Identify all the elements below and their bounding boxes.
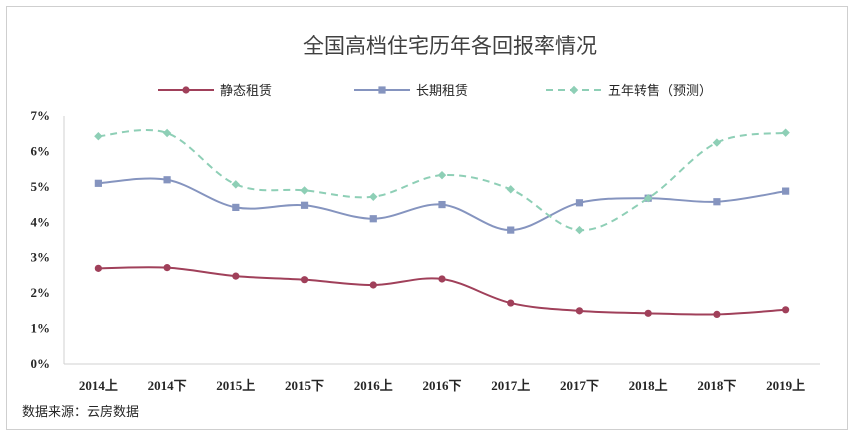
data-point <box>231 180 241 189</box>
data-point <box>369 192 378 201</box>
x-tick-label: 2016上 <box>354 378 393 393</box>
data-point <box>507 226 515 234</box>
data-point <box>163 176 171 184</box>
x-tick-label: 2017下 <box>560 378 599 393</box>
legend-label: 长期租赁 <box>416 84 468 99</box>
data-point <box>162 128 172 138</box>
data-point <box>369 215 377 223</box>
legend-marker <box>182 86 190 94</box>
x-tick-label: 2015上 <box>216 378 255 393</box>
source-note: 数据来源：云房数据 <box>22 404 139 420</box>
x-tick-label: 2015下 <box>285 378 324 393</box>
data-point <box>643 193 653 203</box>
data-point <box>507 299 515 307</box>
x-tick-label: 2018上 <box>629 378 668 393</box>
y-tick-label: 6% <box>31 143 51 158</box>
data-point <box>232 203 240 212</box>
data-point <box>300 186 309 195</box>
data-point <box>232 272 240 280</box>
data-point <box>369 281 377 289</box>
data-point <box>575 225 584 235</box>
chart-legend: 静态租赁 长期租赁 五年转售（预测） <box>158 83 712 99</box>
data-point <box>782 187 790 195</box>
data-point <box>644 309 652 317</box>
data-point <box>437 170 447 180</box>
data-point <box>300 201 309 209</box>
data-point <box>438 200 446 209</box>
y-tick-label: 5% <box>31 179 51 194</box>
data-point <box>163 264 171 272</box>
y-tick-label: 7% <box>31 108 51 123</box>
y-tick-label: 1% <box>31 321 51 336</box>
y-axis: 7% 6% 5% 4% 3% 2% 1% 0% <box>31 108 51 371</box>
data-point <box>782 306 790 314</box>
x-tick-label: 2014下 <box>148 378 187 393</box>
data-point <box>94 131 103 141</box>
data-point <box>438 275 446 283</box>
series-line <box>98 129 786 232</box>
x-tick-label: 2014上 <box>79 378 118 393</box>
x-tick-label: 2016下 <box>422 378 461 393</box>
x-axis: 2014上 2014下 2015上 2015下 2016上 2016下 2017上 2017下… <box>79 378 805 393</box>
y-tick-label: 2% <box>31 285 51 300</box>
legend-label: 静态租赁 <box>220 84 272 99</box>
data-point <box>506 185 515 194</box>
data-point <box>300 276 309 284</box>
data-point <box>781 128 790 137</box>
chart-title: 全国高档住宅历年各回报率情况 <box>303 34 597 58</box>
data-point <box>713 310 721 318</box>
legend-marker <box>378 86 386 94</box>
x-tick-label: 2017上 <box>491 378 530 393</box>
data-point <box>713 198 721 206</box>
series-3 <box>94 128 790 235</box>
y-tick-label: 3% <box>31 250 51 265</box>
data-point <box>712 138 722 147</box>
x-tick-label: 2019上 <box>766 378 805 393</box>
y-tick-label: 0% <box>31 356 51 371</box>
series-line <box>98 266 786 316</box>
data-point <box>94 179 102 187</box>
chart-frame <box>6 6 848 430</box>
data-point <box>575 307 584 315</box>
x-tick-label: 2018下 <box>697 378 736 393</box>
series-2 <box>94 176 790 234</box>
series-1 <box>94 264 790 318</box>
series-group <box>94 128 790 318</box>
data-point <box>575 199 584 207</box>
y-tick-label: 4% <box>31 214 51 229</box>
legend-label: 五年转售（预测） <box>608 83 712 99</box>
legend-marker <box>569 85 579 95</box>
data-point <box>94 264 102 272</box>
